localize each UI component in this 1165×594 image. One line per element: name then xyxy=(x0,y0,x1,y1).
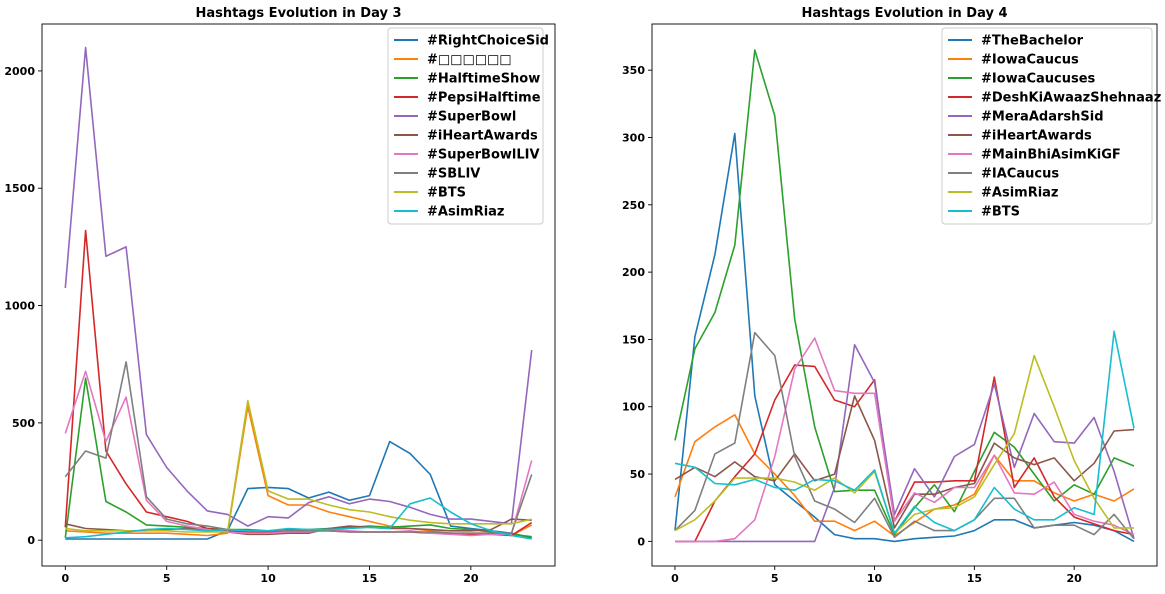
x-tick-label: 5 xyxy=(163,572,171,585)
legend-label: #MainBhiAsimKiGF xyxy=(981,148,1121,163)
legend-label: #PepsiHalftime xyxy=(427,91,541,106)
x-tick-label: 10 xyxy=(260,572,276,585)
legend-label: #RightChoiceSid xyxy=(427,34,549,49)
legend-label: #MeraAdarshSid xyxy=(981,110,1104,125)
series-line-7 xyxy=(64,370,533,537)
series-line-9 xyxy=(674,354,1134,535)
series-line-2 xyxy=(674,413,1135,537)
x-tick-label: 0 xyxy=(671,572,679,585)
series-line-8 xyxy=(64,361,533,535)
legend-label: #IACaucus xyxy=(981,167,1059,182)
plot-frame xyxy=(41,23,556,567)
x-tick-label: 10 xyxy=(867,572,883,585)
legend-label: #SuperBowl xyxy=(427,110,516,125)
legend-label: #SuperBowlLIV xyxy=(427,148,540,163)
y-tick-label: 2000 xyxy=(4,65,35,78)
chart-panel-1: Hashtags Evolution in Day 3 0 5 10 15 20 0 500 1… xyxy=(4,6,556,585)
series-line-4 xyxy=(64,229,533,537)
y-tick-label: 300 xyxy=(622,131,645,144)
x-tick-label: 20 xyxy=(463,572,479,585)
series-line-8 xyxy=(674,331,1135,540)
plot-frame xyxy=(651,23,1158,567)
chart-panel-2: Hashtags Evolution in Day 40 5 10 15 2005010… xyxy=(622,6,1161,585)
legend-box xyxy=(387,27,544,225)
x-tick-label: 15 xyxy=(967,572,982,585)
x-tick-label: 15 xyxy=(362,572,377,585)
legend-label: #HalftimeShow xyxy=(427,72,540,87)
legend-label: #IowaCaucuses xyxy=(981,72,1096,87)
legend-label: #SBLIV xyxy=(427,167,480,182)
y-tick-label: 0 xyxy=(27,534,35,547)
y-tick-label: 350 xyxy=(622,64,645,77)
series-line-5 xyxy=(675,343,1135,543)
legend-label: #IowaCaucus xyxy=(981,53,1079,68)
legend-label: #BTS xyxy=(427,186,466,201)
legend-label: #iHeartAwards xyxy=(427,129,538,144)
y-tick-label: 250 xyxy=(622,199,645,212)
series-line-10 xyxy=(674,330,1135,535)
y-tick-label: 1000 xyxy=(4,300,35,313)
x-tick-label: 5 xyxy=(771,572,779,585)
y-tick-label: 500 xyxy=(12,417,35,430)
series-line-7 xyxy=(675,337,1135,543)
legend-label: #TheBachelor xyxy=(981,34,1084,49)
legend-box xyxy=(941,27,1153,225)
legend-label: #AsimRiaz xyxy=(427,205,505,220)
y-tick-label: 100 xyxy=(622,401,645,414)
y-tick-label: 0 xyxy=(637,535,645,548)
legend-label: #iHeartAwards xyxy=(981,129,1092,144)
legend-label: #AsimRiaz xyxy=(981,186,1059,201)
legend-label: #□□□□□□ xyxy=(427,53,512,68)
y-tick-label: 50 xyxy=(630,468,646,481)
series-line-4 xyxy=(675,364,1135,543)
series-line-5 xyxy=(64,46,533,527)
series-line-6 xyxy=(674,395,1135,529)
series-line-10 xyxy=(65,497,532,540)
y-tick-label: 200 xyxy=(622,266,645,279)
y-tick-label: 150 xyxy=(622,333,645,346)
x-tick-label: 20 xyxy=(1067,572,1083,585)
x-tick-label: 0 xyxy=(61,572,69,585)
series-line-3 xyxy=(64,377,532,538)
y-tick-label: 1500 xyxy=(4,182,35,195)
series-line-1 xyxy=(65,440,532,540)
chart-title: Hashtags Evolution in Day 4 xyxy=(801,6,1007,21)
chart-title: Hashtags Evolution in Day 3 xyxy=(195,6,401,21)
legend-label: #BTS xyxy=(981,205,1020,220)
legend-label: #DeshKiAwaazShehnaaz xyxy=(981,91,1161,106)
